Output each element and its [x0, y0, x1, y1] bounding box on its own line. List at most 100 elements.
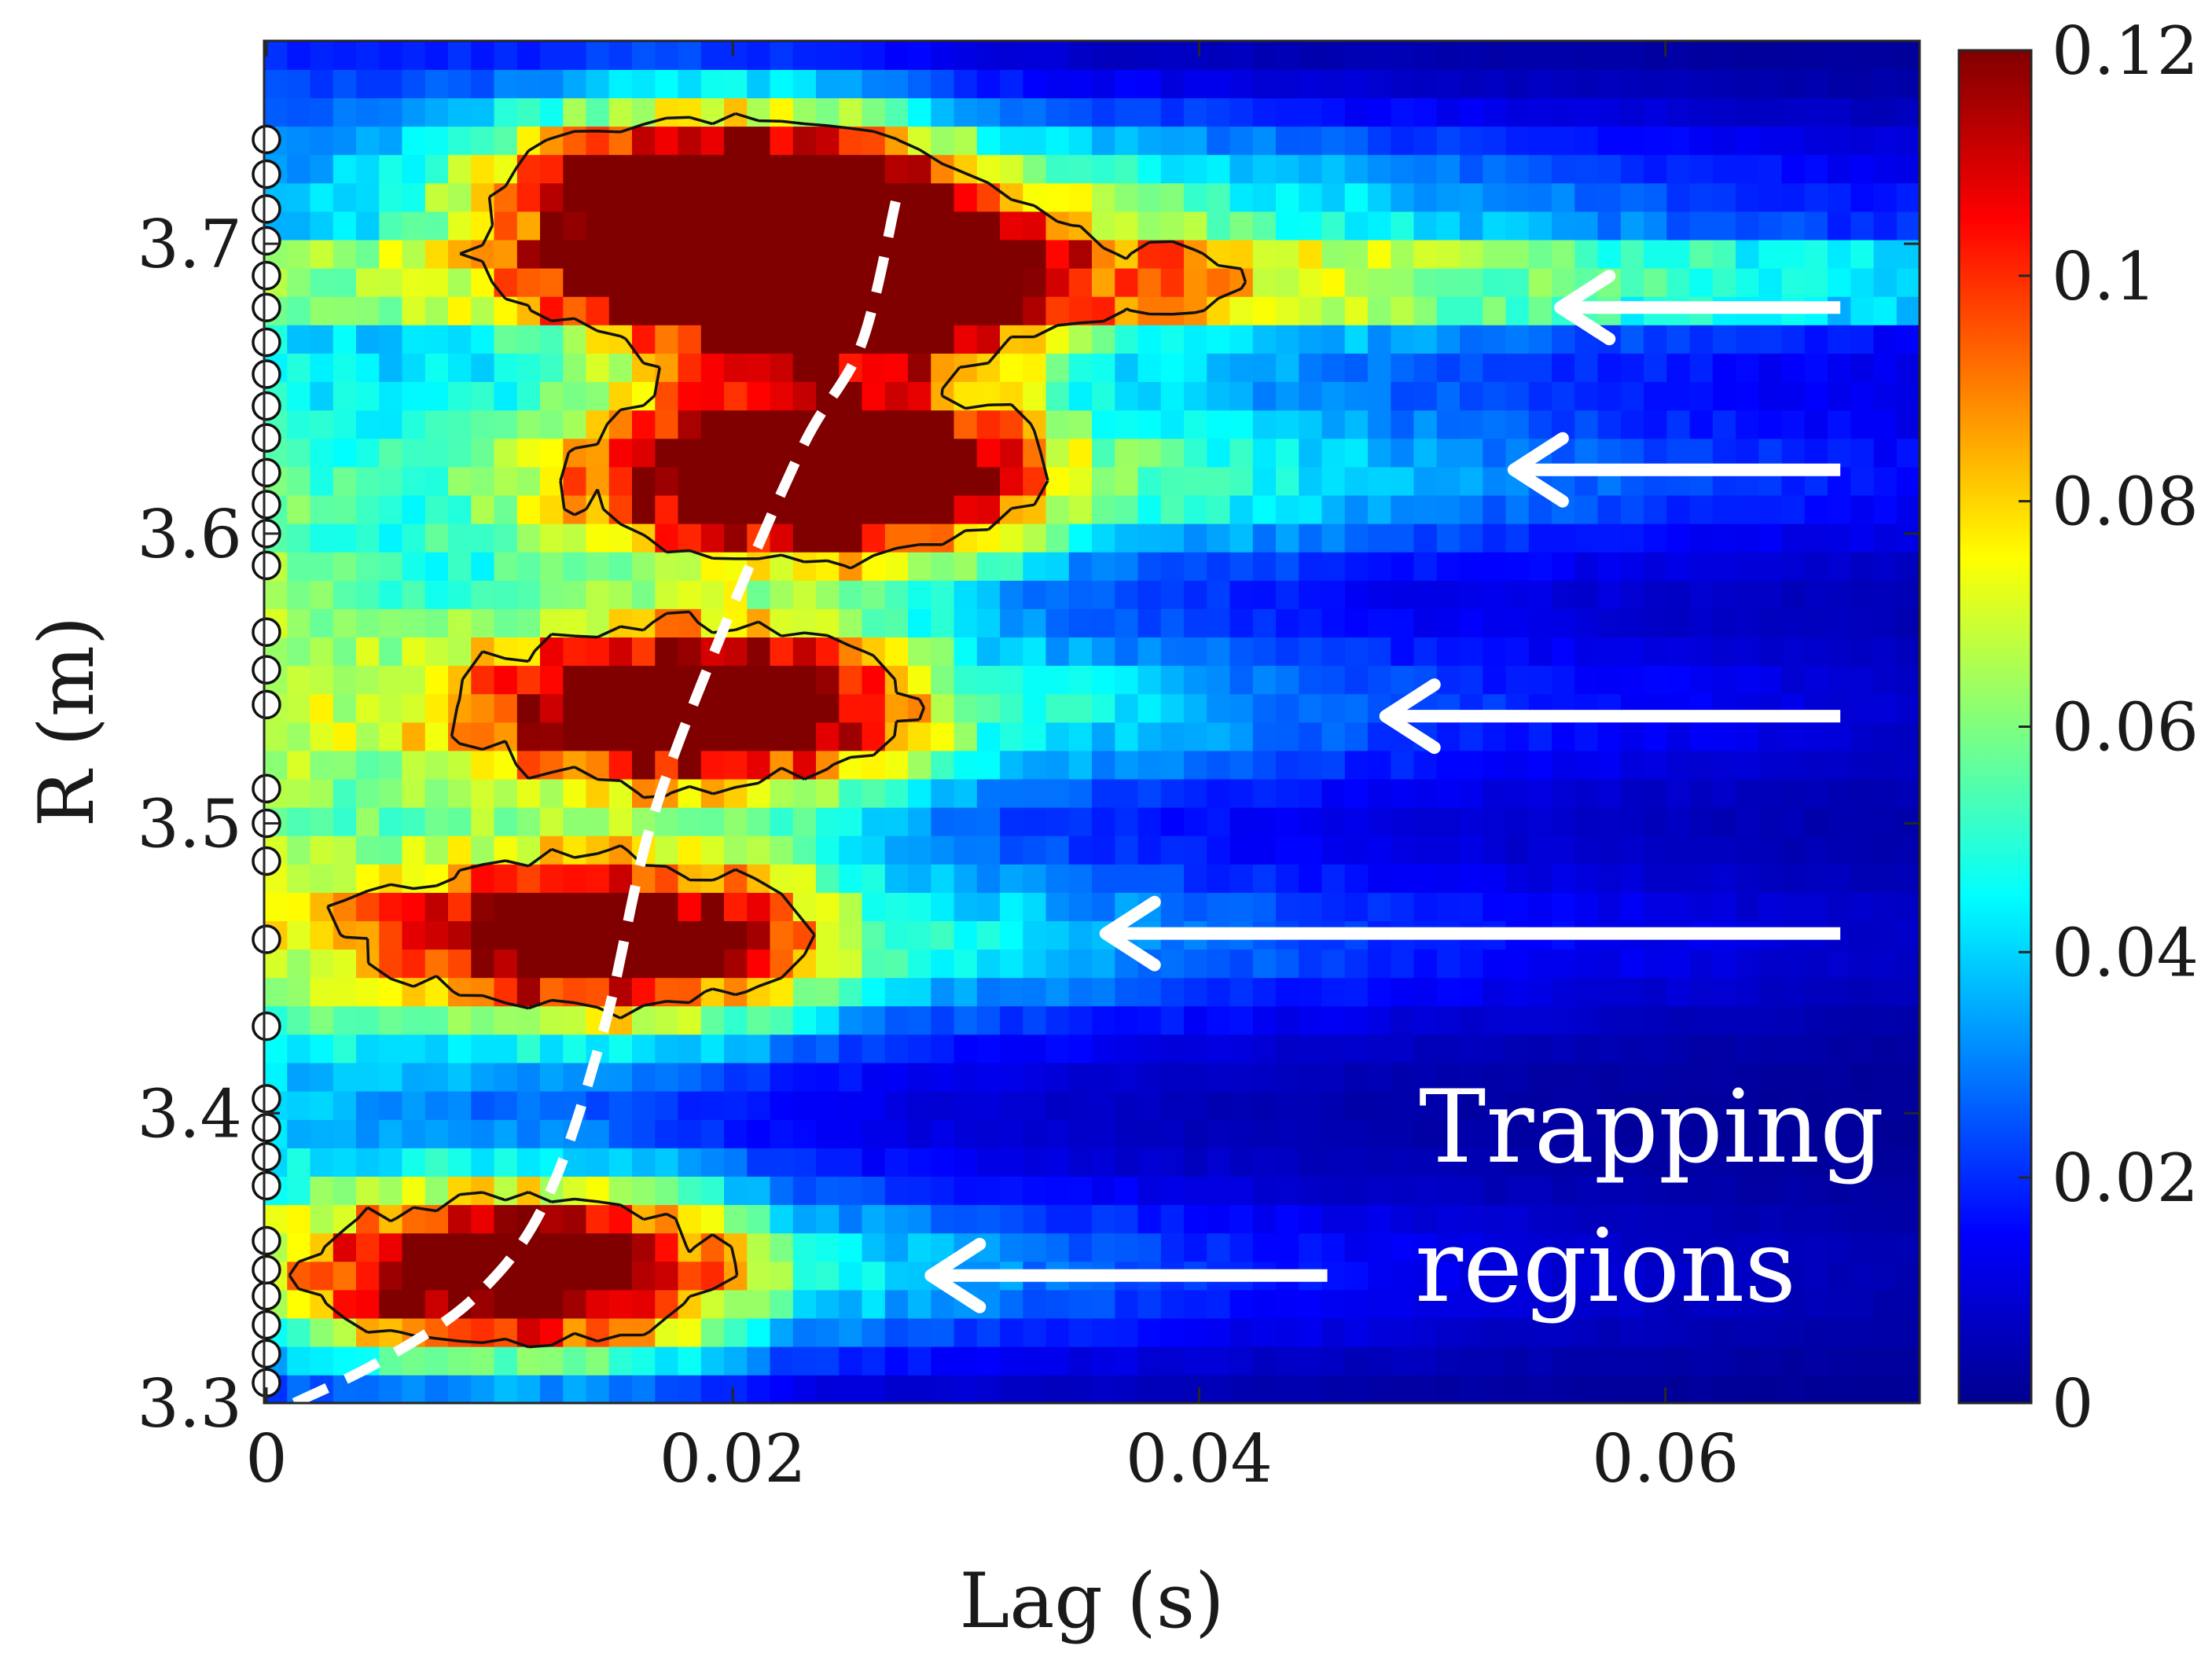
heatmap-cell: [839, 806, 863, 836]
heatmap-cell: [1505, 1346, 1530, 1376]
heatmap-cell: [563, 1204, 587, 1234]
heatmap-cell: [700, 1090, 725, 1120]
heatmap-cell: [1115, 1119, 1139, 1148]
heatmap-cell: [402, 296, 426, 325]
heatmap-cells: [264, 41, 1920, 1403]
heatmap-cell: [1828, 523, 1852, 553]
heatmap-cell: [287, 722, 311, 751]
heatmap-cell: [1896, 1005, 1920, 1035]
heatmap-cell: [908, 551, 932, 581]
heatmap-cell: [1850, 41, 1875, 70]
heatmap-cell: [1850, 551, 1875, 581]
heatmap-cell: [1712, 892, 1736, 921]
heatmap-cell: [287, 1346, 311, 1376]
heatmap-cell: [1229, 665, 1254, 695]
heatmap-cell: [1528, 864, 1552, 893]
heatmap-cell: [954, 1176, 978, 1206]
heatmap-cell: [1483, 381, 1507, 411]
heatmap-cell: [1758, 126, 1783, 156]
heatmap-cell: [1644, 892, 1668, 921]
heatmap-cell: [516, 97, 541, 127]
heatmap-cell: [1184, 1148, 1208, 1177]
heatmap-cell: [540, 97, 564, 127]
heatmap-cell: [494, 551, 518, 581]
heatmap-cell: [1137, 608, 1162, 637]
heatmap-cell: [792, 1232, 817, 1262]
heatmap-cell: [1184, 693, 1208, 723]
heatmap-cell: [1413, 1374, 1438, 1403]
heatmap-cell: [1276, 325, 1300, 354]
heatmap-cell: [494, 523, 518, 553]
heatmap-cell: [563, 325, 587, 354]
heatmap-cell: [1344, 296, 1369, 325]
heatmap-cell: [448, 1034, 472, 1063]
heatmap-cell: [655, 296, 679, 325]
heatmap-cell: [264, 892, 288, 921]
heatmap-cell: [1184, 267, 1208, 297]
heatmap-cell: [1873, 1148, 1898, 1177]
heatmap-cell: [884, 154, 909, 184]
heatmap-cell: [770, 835, 794, 865]
probe-marker: [252, 1310, 281, 1340]
heatmap-cell: [1758, 1204, 1783, 1234]
heatmap-cell: [1873, 977, 1898, 1007]
probe-marker: [252, 457, 281, 488]
heatmap-cell: [1252, 722, 1277, 751]
heatmap-cell: [1023, 1176, 1047, 1206]
heatmap-cell: [563, 154, 587, 184]
heatmap-cell: [1252, 1176, 1277, 1206]
heatmap-cell: [448, 296, 472, 325]
heatmap-cell: [1184, 1034, 1208, 1063]
heatmap-cell: [1160, 1119, 1185, 1148]
heatmap-cell: [516, 41, 541, 70]
heatmap-cell: [1276, 154, 1300, 184]
heatmap-cell: [540, 665, 564, 695]
heatmap-cell: [563, 523, 587, 553]
heatmap-cell: [1873, 864, 1898, 893]
heatmap-cell: [1184, 1374, 1208, 1403]
heatmap-cell: [1045, 608, 1070, 637]
heatmap-cell: [1436, 1090, 1461, 1120]
heatmap-cell: [724, 1176, 748, 1206]
heatmap-cell: [747, 1346, 771, 1376]
heatmap-cell: [1092, 551, 1116, 581]
heatmap-cell: [1850, 1062, 1875, 1092]
heatmap-cell: [471, 126, 495, 156]
heatmap-cell: [1781, 977, 1806, 1007]
heatmap-cell: [1436, 637, 1461, 667]
heatmap-cell: [287, 1232, 311, 1262]
heatmap-cell: [1689, 154, 1714, 184]
heatmap-cell: [678, 806, 702, 836]
heatmap-cell: [1229, 523, 1254, 553]
heatmap-cell: [1299, 750, 1323, 780]
heatmap-cell: [424, 239, 449, 269]
heatmap-cell: [586, 1204, 610, 1234]
heatmap-cell: [1574, 949, 1599, 979]
heatmap-cell: [1712, 182, 1736, 212]
heatmap-cell: [1299, 1062, 1323, 1092]
heatmap-cell: [700, 523, 725, 553]
heatmap-cell: [1391, 580, 1415, 609]
heatmap-cell: [1804, 551, 1828, 581]
heatmap-cell: [747, 1005, 771, 1035]
heatmap-cell: [1391, 864, 1415, 893]
heatmap-cell: [1000, 1034, 1024, 1063]
heatmap-cell: [954, 750, 978, 780]
heatmap-cell: [1528, 778, 1552, 808]
heatmap-cell: [931, 1119, 955, 1148]
heatmap-cell: [1368, 949, 1392, 979]
heatmap-cell: [908, 41, 932, 70]
heatmap-cell: [1160, 410, 1185, 439]
heatmap-cell: [1436, 1289, 1461, 1319]
heatmap-cell: [424, 1090, 449, 1120]
heatmap-cell: [1552, 864, 1576, 893]
heatmap-cell: [1160, 438, 1185, 468]
heatmap-cell: [516, 1005, 541, 1035]
heatmap-cell: [356, 97, 380, 127]
heatmap-cell: [287, 920, 311, 950]
heatmap-cell: [1436, 778, 1461, 808]
heatmap-cell: [1781, 722, 1806, 751]
heatmap-cell: [1344, 693, 1369, 723]
heatmap-cell: [540, 1062, 564, 1092]
heatmap-cell: [1552, 211, 1576, 241]
